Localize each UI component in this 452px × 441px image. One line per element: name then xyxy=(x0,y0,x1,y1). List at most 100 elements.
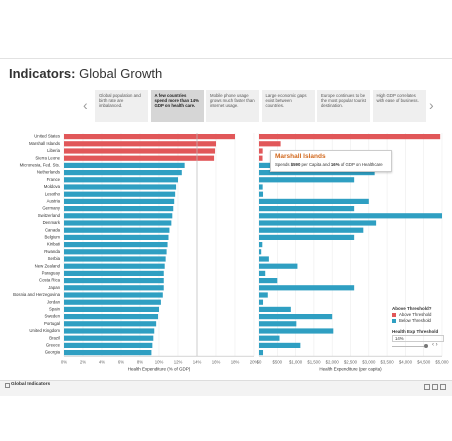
bar xyxy=(64,177,178,183)
y-tick-label: Canada xyxy=(45,227,61,232)
bar xyxy=(64,148,216,154)
y-tick-label: Brazil xyxy=(49,335,60,340)
bar xyxy=(64,162,185,168)
bar xyxy=(64,335,154,341)
prev-arrow[interactable]: ‹ xyxy=(83,97,88,113)
bar xyxy=(259,177,355,183)
dashboard-title: Indicators: Global Growth xyxy=(9,66,162,81)
bar xyxy=(259,213,442,219)
next-arrow[interactable]: › xyxy=(429,97,434,113)
x-axis-title: Health Expenditure (per capita) xyxy=(319,366,382,371)
bar xyxy=(259,285,355,291)
bar xyxy=(259,249,262,255)
y-tick-label: Sierra Leone xyxy=(35,155,60,160)
bar xyxy=(259,314,333,320)
bar xyxy=(259,148,263,154)
bar xyxy=(259,227,364,233)
bar xyxy=(64,227,170,233)
y-tick-label: Marshall Islands xyxy=(29,141,60,146)
bar xyxy=(259,220,377,226)
bar xyxy=(64,184,177,190)
tooltip-text: Spends xyxy=(275,162,291,167)
y-tick-label: Moldova xyxy=(44,184,61,189)
y-tick-label: Denmark xyxy=(43,220,61,225)
bar xyxy=(64,220,172,226)
y-tick-label: France xyxy=(47,177,61,182)
bar xyxy=(259,170,375,176)
story-point[interactable]: Europe continues to be the most popular … xyxy=(317,90,370,122)
legend-title: Above Threshold? xyxy=(392,306,432,311)
bar xyxy=(259,155,263,161)
slider-steps[interactable]: ‹ › xyxy=(432,342,438,348)
tab-icon xyxy=(5,383,10,388)
footer-icon[interactable] xyxy=(432,384,438,390)
bar xyxy=(64,285,164,291)
story-point[interactable]: Mobile phone usage grows much faster tha… xyxy=(206,90,259,122)
y-tick-label: Austria xyxy=(47,199,61,204)
bar xyxy=(259,306,291,312)
bar xyxy=(259,206,355,212)
x-tick-label: 8% xyxy=(137,359,143,364)
slider-track[interactable] xyxy=(392,346,424,347)
footer-tab[interactable]: Global Indicators xyxy=(11,382,51,387)
parameter-title: Health Exp Threshold xyxy=(392,329,439,334)
tooltip: Marshall Islands Spends $590 per Capita … xyxy=(270,150,392,172)
bar xyxy=(259,270,266,276)
top-border xyxy=(0,58,452,59)
bar xyxy=(259,191,264,197)
bar xyxy=(64,263,165,269)
y-tick-label: Spain xyxy=(49,307,61,312)
x-tick-label: 14% xyxy=(193,359,202,364)
tooltip-text: of GDP on Healthcare xyxy=(339,162,383,167)
x-tick-label: $500 xyxy=(273,359,283,364)
story-point[interactable]: Large economic gaps exist between countr… xyxy=(261,90,315,122)
x-tick-label: $2,000 xyxy=(326,359,340,364)
bar xyxy=(64,198,175,204)
bar xyxy=(259,242,263,248)
x-tick-label: 18% xyxy=(231,359,240,364)
y-tick-label: Rwanda xyxy=(44,249,60,254)
x-tick-label: 4% xyxy=(99,359,105,364)
bar xyxy=(64,141,216,147)
y-tick-label: Micronesia, Fed. Sts. xyxy=(20,163,60,168)
bar xyxy=(259,256,269,262)
bar xyxy=(64,206,174,212)
x-tick-label: $4,000 xyxy=(399,359,413,364)
y-tick-label: Serbia xyxy=(48,256,61,261)
story-point[interactable]: High GDP correlates with ease of busines… xyxy=(372,90,426,122)
x-tick-label: 0% xyxy=(61,359,67,364)
bar xyxy=(64,321,157,327)
x-tick-label: 2% xyxy=(80,359,86,364)
bar xyxy=(259,263,298,269)
title-strong: Indicators: xyxy=(9,66,76,81)
bar xyxy=(64,256,166,262)
y-tick-label: Germany xyxy=(42,206,61,211)
story-point[interactable]: A few countries spend more than 14% GDP … xyxy=(150,90,204,122)
bar xyxy=(64,306,159,312)
bar xyxy=(64,270,164,276)
footer-icon[interactable] xyxy=(440,384,446,390)
footer-icon[interactable] xyxy=(424,384,430,390)
x-tick-label: $1,500 xyxy=(307,359,321,364)
story-point[interactable]: Global population and birth rate are imb… xyxy=(95,90,148,122)
bar xyxy=(64,234,169,240)
bar xyxy=(259,198,369,204)
footer xyxy=(0,380,452,396)
bar xyxy=(64,155,215,161)
charts: 0% 2% 4% 6% 8% 10% 12% 14% 16% 18% 20% Health Expen… xyxy=(13,133,449,371)
tooltip-share: 16% xyxy=(330,162,340,167)
slider-knob[interactable] xyxy=(424,344,428,348)
title-rest: Global Growth xyxy=(79,66,163,81)
legend-label: Above Threshold xyxy=(399,312,432,317)
parameter-input[interactable]: 14% xyxy=(392,335,444,342)
y-tick-label: Costa Rica xyxy=(39,278,61,283)
y-tick-label: Sweden xyxy=(44,314,60,319)
bar xyxy=(64,314,159,320)
bar xyxy=(259,141,281,147)
y-tick-label: New Zealand xyxy=(35,263,61,268)
bar xyxy=(64,249,167,255)
x-tick-label: 10% xyxy=(155,359,164,364)
bar xyxy=(64,213,173,219)
x-axis-title: Health Expenditure (% of GDP) xyxy=(128,366,191,371)
